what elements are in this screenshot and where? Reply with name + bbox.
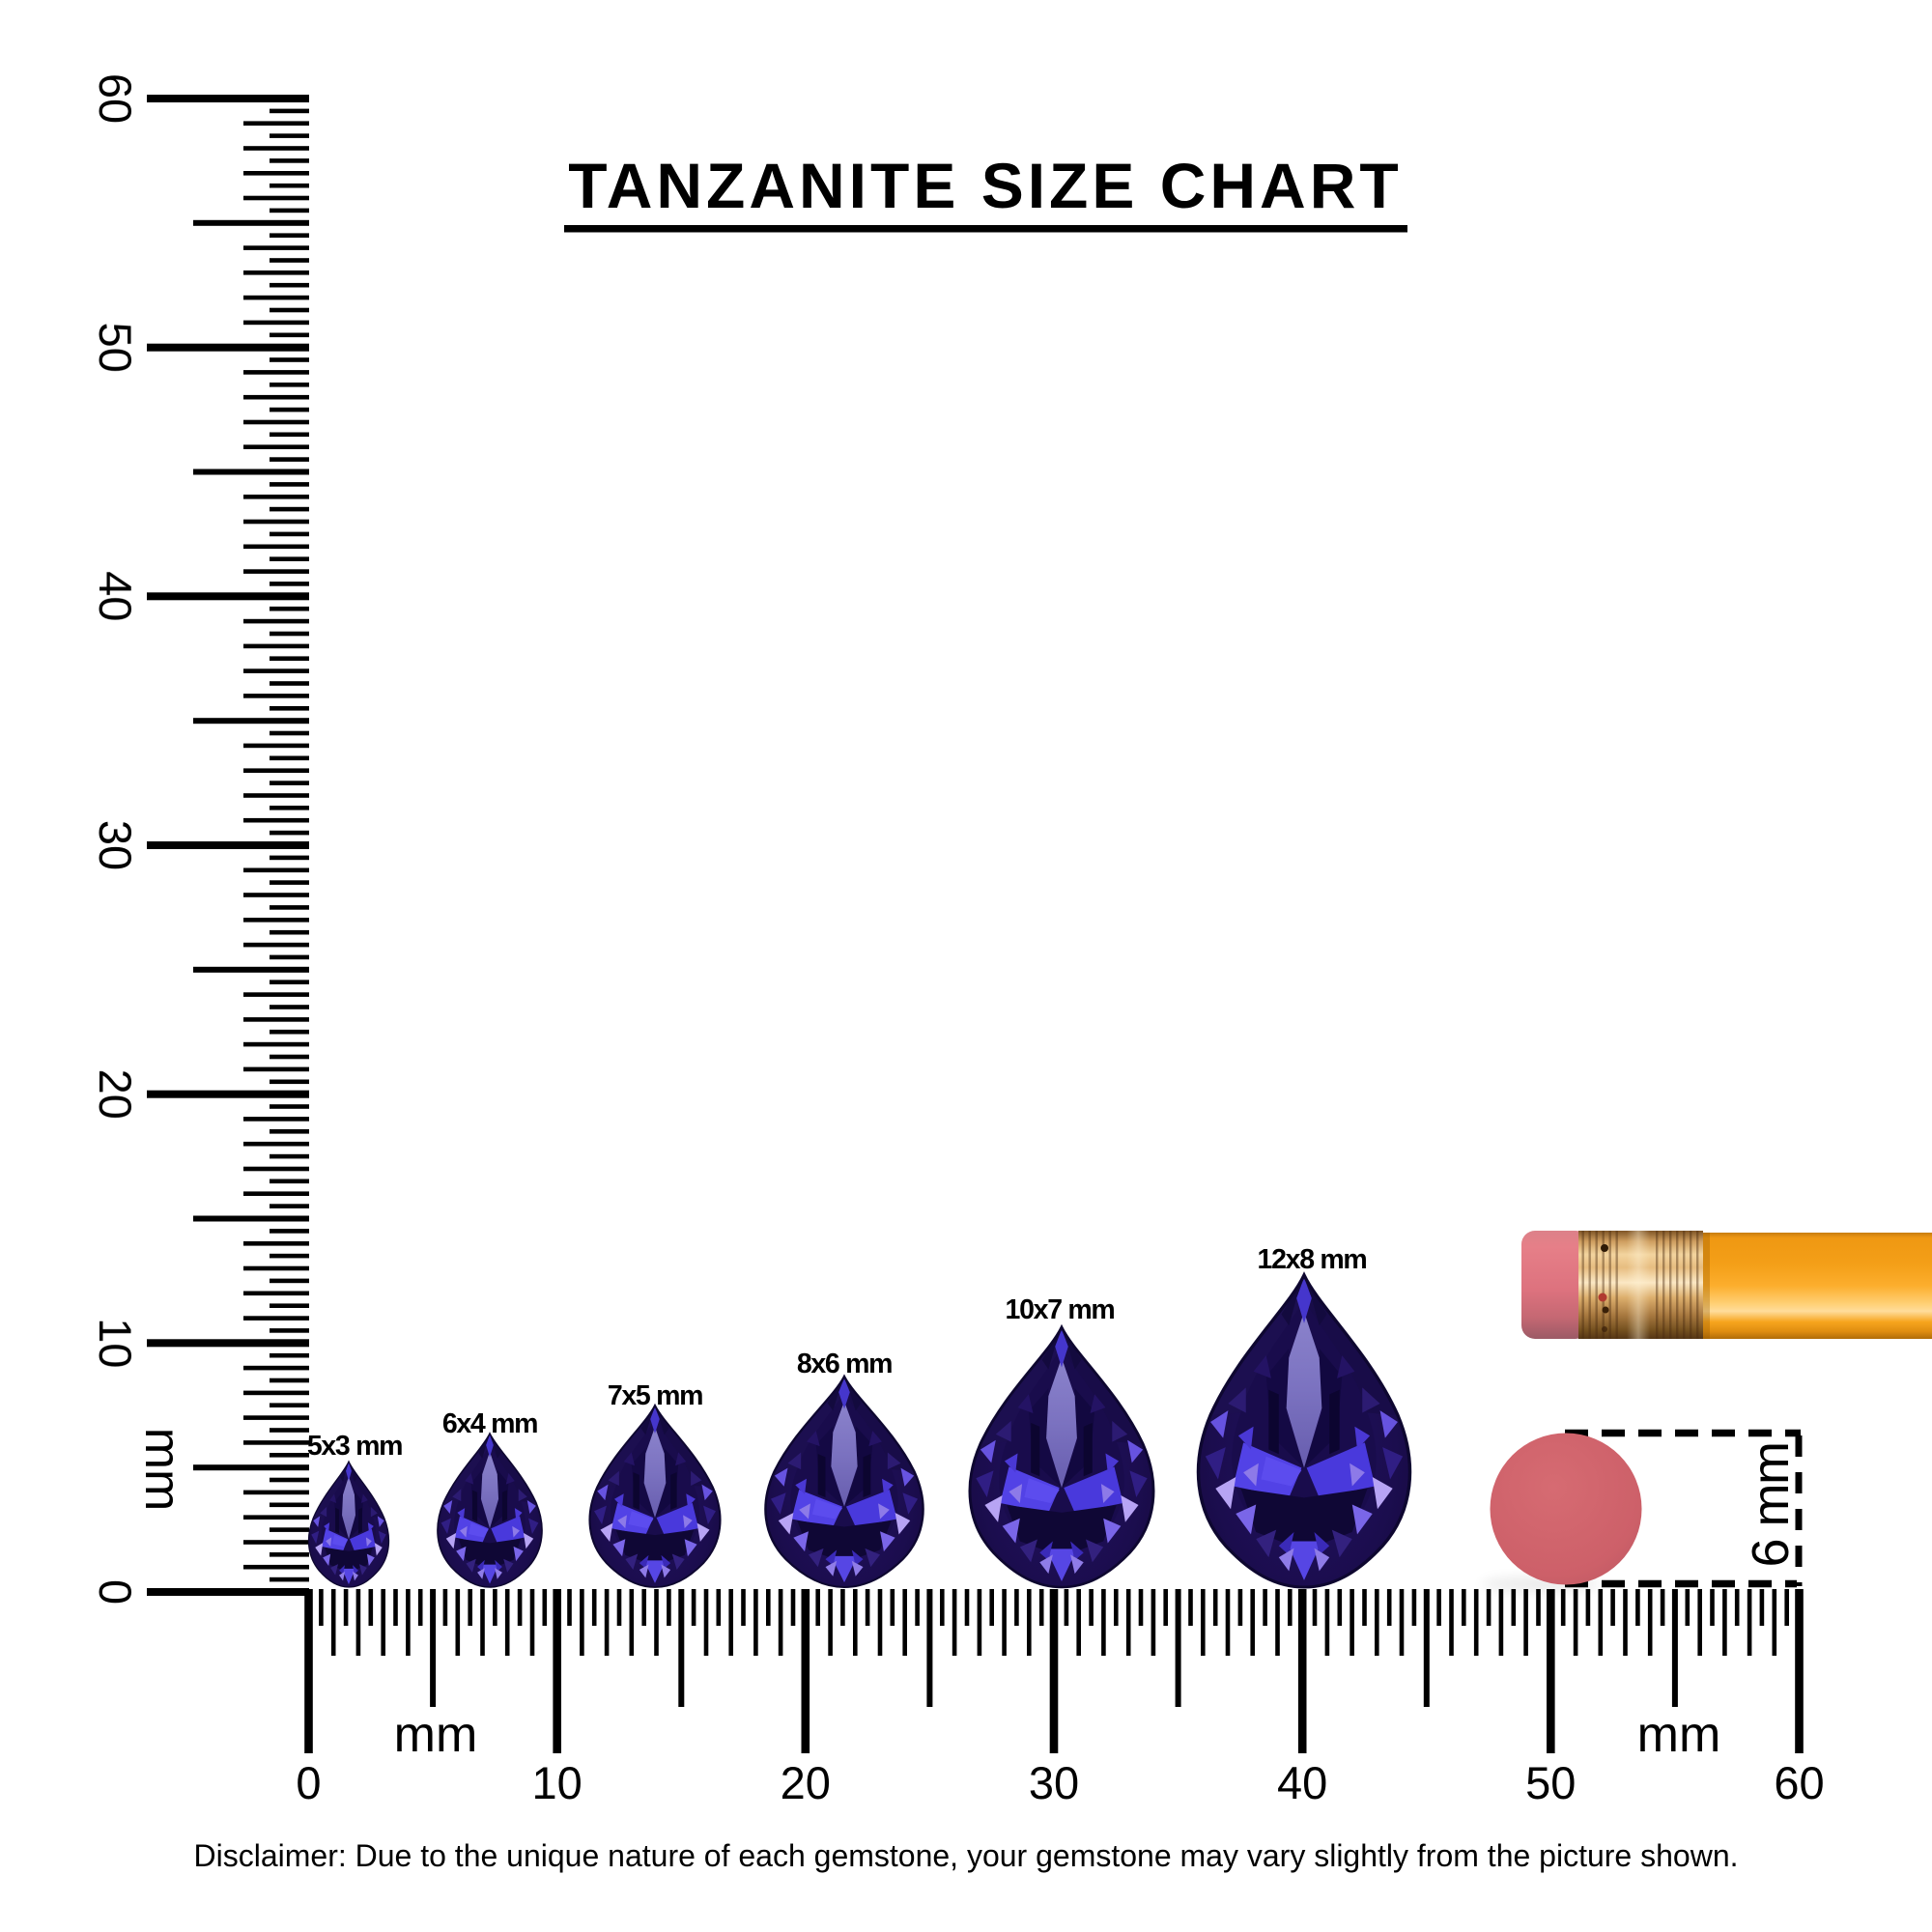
svg-text:10x7 mm: 10x7 mm xyxy=(1006,1294,1115,1325)
svg-text:10: 10 xyxy=(90,1318,141,1368)
svg-text:12x8 mm: 12x8 mm xyxy=(1258,1244,1367,1275)
svg-text:40: 40 xyxy=(90,571,141,621)
svg-text:6x4 mm: 6x4 mm xyxy=(442,1408,537,1439)
svg-text:8x6 mm: 8x6 mm xyxy=(797,1349,892,1379)
svg-text:0: 0 xyxy=(296,1757,321,1808)
svg-text:40: 40 xyxy=(1277,1757,1327,1808)
svg-text:7x5 mm: 7x5 mm xyxy=(608,1380,702,1411)
svg-text:60: 60 xyxy=(90,73,141,124)
svg-text:20: 20 xyxy=(90,1069,141,1120)
svg-text:mm: mm xyxy=(134,1428,190,1512)
svg-text:6 mm: 6 mm xyxy=(1742,1443,1800,1568)
svg-text:50: 50 xyxy=(1525,1757,1576,1808)
svg-text:5x3 mm: 5x3 mm xyxy=(307,1431,402,1462)
svg-text:mm: mm xyxy=(394,1707,478,1763)
svg-text:60: 60 xyxy=(1774,1757,1824,1808)
svg-text:20: 20 xyxy=(781,1757,831,1808)
svg-text:Disclaimer: Due to the unique: Disclaimer: Due to the unique nature of … xyxy=(194,1838,1739,1873)
svg-text:30: 30 xyxy=(1029,1757,1079,1808)
svg-text:50: 50 xyxy=(90,323,141,373)
svg-text:30: 30 xyxy=(90,820,141,870)
svg-text:TANZANITE SIZE CHART: TANZANITE SIZE CHART xyxy=(568,150,1402,221)
svg-text:10: 10 xyxy=(532,1757,582,1808)
svg-text:mm: mm xyxy=(1637,1707,1721,1763)
svg-text:0: 0 xyxy=(90,1579,141,1605)
